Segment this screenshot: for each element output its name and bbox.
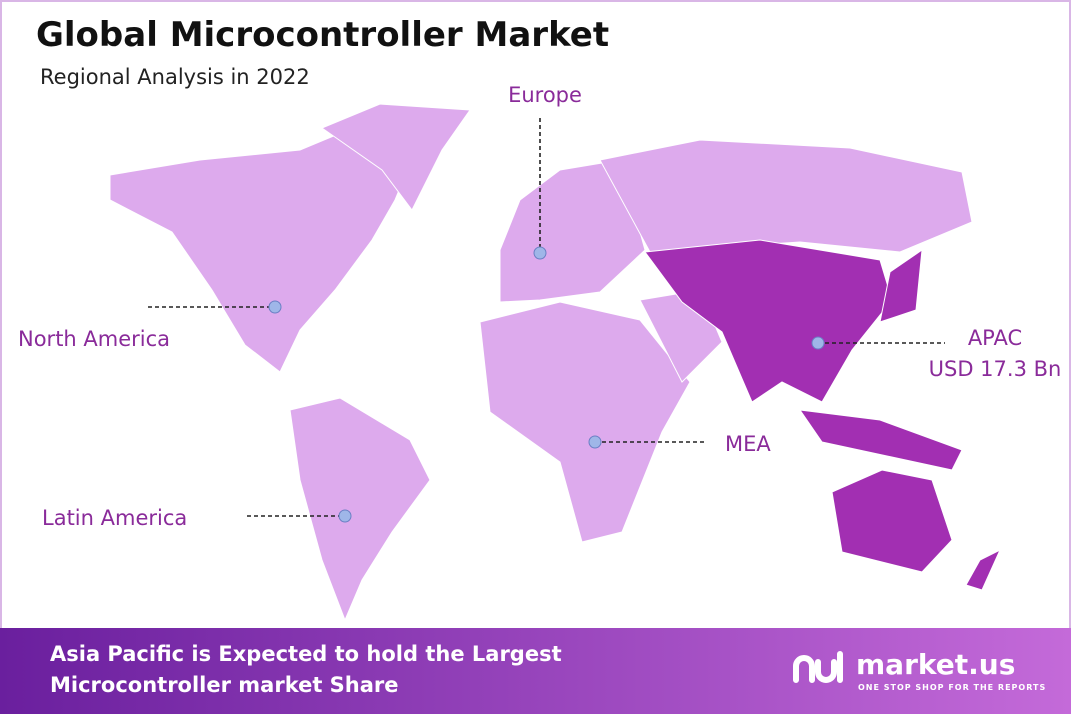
region-label: APAC [968, 326, 1022, 350]
footer-band [0, 628, 1071, 714]
japan [879, 248, 923, 323]
footer: Asia Pacific is Expected to hold the Lar… [0, 628, 1071, 714]
europe [499, 159, 646, 303]
region-label: North America [18, 327, 170, 351]
marker [268, 300, 282, 314]
region-label: Latin America [42, 506, 187, 530]
logo-mark [793, 651, 843, 683]
footer-line: Microcontroller market Share [50, 673, 399, 697]
callouts: Europe North America APAC USD 17.3 Bn ME… [18, 83, 1061, 530]
region-label: Europe [508, 83, 582, 107]
subtitle: Regional Analysis in 2022 [40, 65, 310, 89]
africa [479, 301, 691, 543]
north-america [109, 124, 421, 373]
brand-name: market.us [856, 648, 1015, 681]
marker [588, 435, 602, 449]
marker [811, 336, 825, 350]
greenland [320, 103, 471, 211]
new-zealand [965, 548, 1002, 591]
southeast-asia-islands [798, 409, 963, 471]
title: Global Microcontroller Market [36, 15, 609, 55]
south-america [289, 397, 431, 622]
asia-pacific [644, 239, 893, 403]
australia [831, 469, 953, 573]
region-value: USD 17.3 Bn [929, 357, 1062, 381]
world-map [109, 103, 1002, 622]
footer-line: Asia Pacific is Expected to hold the Lar… [50, 642, 562, 666]
brand-logo [793, 651, 843, 683]
marker [533, 246, 547, 260]
marker [338, 509, 352, 523]
brand-tagline: ONE STOP SHOP FOR THE REPORTS [858, 683, 1046, 692]
region-label: MEA [725, 432, 771, 456]
